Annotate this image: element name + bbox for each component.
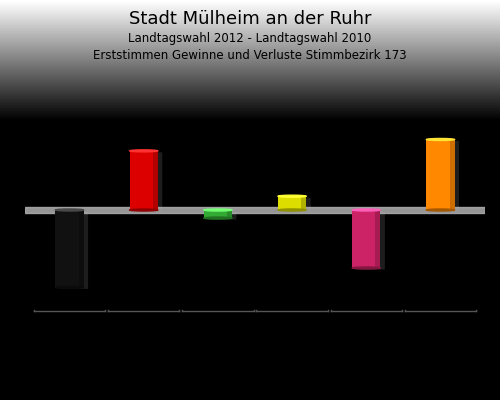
Ellipse shape [130, 150, 158, 152]
Bar [204, 210, 232, 218]
Text: Stadt Mülheim an der Ruhr: Stadt Mülheim an der Ruhr [129, 10, 371, 28]
Ellipse shape [426, 138, 454, 140]
Text: Erststimmen Gewinne und Verluste Stimmbezirk 173: Erststimmen Gewinne und Verluste Stimmbe… [93, 49, 407, 62]
Text: 7,26 %: 7,26 % [421, 290, 460, 300]
Ellipse shape [56, 209, 84, 211]
Ellipse shape [278, 195, 306, 197]
FancyBboxPatch shape [134, 152, 162, 212]
Bar [376, 210, 380, 268]
Ellipse shape [204, 217, 232, 219]
Ellipse shape [352, 267, 380, 269]
Bar [352, 210, 380, 268]
Bar [25, 206, 485, 214]
Ellipse shape [204, 209, 232, 211]
Text: -0,83 %: -0,83 % [196, 290, 240, 300]
Bar [301, 196, 306, 210]
Bar [56, 210, 84, 288]
Text: -5,97 %: -5,97 % [345, 290, 388, 300]
FancyBboxPatch shape [282, 198, 310, 212]
Bar [78, 210, 84, 288]
Bar [450, 140, 454, 210]
Ellipse shape [130, 209, 158, 211]
Text: 1,42 %: 1,42 % [272, 290, 312, 300]
Bar [152, 151, 158, 210]
Ellipse shape [278, 209, 306, 211]
Text: -7,97 %: -7,97 % [48, 290, 91, 300]
Bar [227, 210, 232, 218]
Bar [426, 140, 454, 210]
Ellipse shape [56, 286, 84, 288]
Text: Landtagswahl 2012 - Landtagswahl 2010: Landtagswahl 2012 - Landtagswahl 2010 [128, 32, 372, 45]
FancyBboxPatch shape [60, 212, 88, 289]
Bar [130, 151, 158, 210]
FancyBboxPatch shape [356, 212, 385, 270]
Text: 6,09 %: 6,09 % [124, 290, 163, 300]
FancyBboxPatch shape [208, 212, 236, 220]
Ellipse shape [352, 209, 380, 211]
Bar [278, 196, 306, 210]
FancyBboxPatch shape [431, 141, 459, 212]
Ellipse shape [426, 209, 454, 211]
